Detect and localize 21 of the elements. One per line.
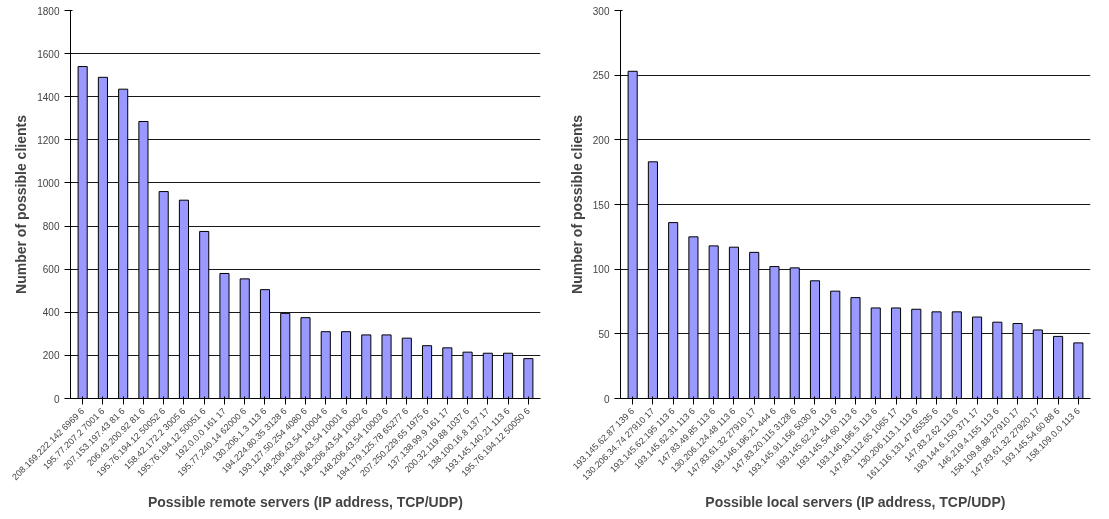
y-tick-label: 250 bbox=[592, 70, 610, 82]
y-tick-label: 200 bbox=[42, 350, 60, 362]
y-tick-label: 300 bbox=[592, 5, 610, 17]
y-tick-label: 1200 bbox=[37, 134, 60, 146]
y-axis-title: Number of possible clients bbox=[568, 114, 585, 294]
y-tick-label: 0 bbox=[603, 393, 610, 405]
y-tick-label: 0 bbox=[53, 393, 60, 405]
y-tick-label: 100 bbox=[592, 264, 610, 276]
y-tick-label: 50 bbox=[598, 328, 610, 340]
y-tick-label: 1000 bbox=[37, 177, 60, 189]
y-tick-label: 150 bbox=[592, 199, 610, 211]
x-axis-title: Possible remote servers (IP address, TCP/UDP) bbox=[147, 493, 463, 510]
y-tick-label: 400 bbox=[42, 307, 60, 319]
x-axis-title: Possible local servers (IP address, TCP/UDP) bbox=[705, 493, 1006, 510]
y-tick-label: 1400 bbox=[37, 91, 60, 103]
y-tick-label: 1800 bbox=[37, 5, 60, 17]
y-tick-label: 1600 bbox=[37, 48, 60, 60]
y-tick-label: 200 bbox=[592, 134, 610, 146]
y-tick-label: 800 bbox=[42, 221, 60, 233]
y-tick-label: 600 bbox=[42, 264, 60, 276]
y-axis-title: Number of possible clients bbox=[13, 114, 30, 294]
